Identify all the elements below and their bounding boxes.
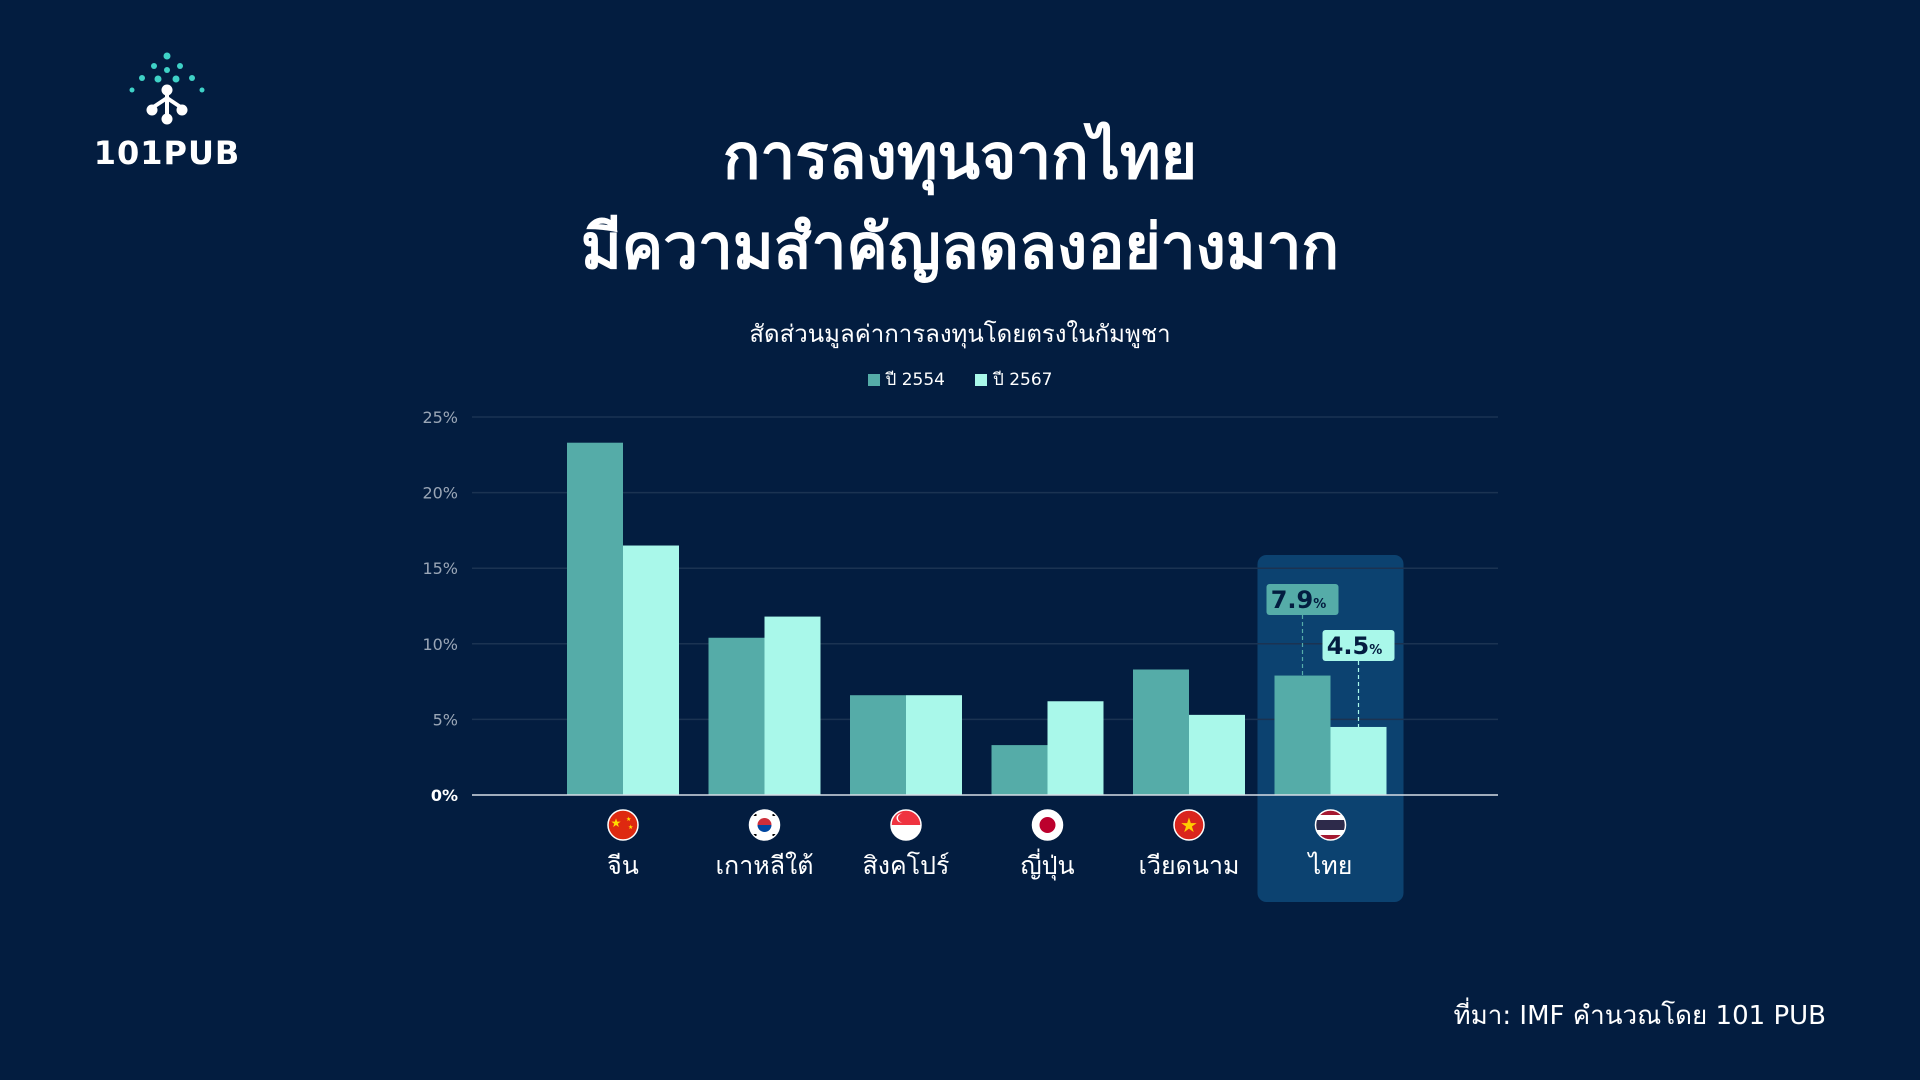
bar-0-4 <box>1133 669 1189 795</box>
y-tick-label-0: 0% <box>431 786 458 805</box>
legend-swatch-2567 <box>975 373 987 386</box>
x-tick-label-0: จีน <box>607 851 639 880</box>
bar-1-4 <box>1189 714 1245 795</box>
bar-1-5 <box>1330 726 1387 795</box>
annotation-value-1: 4.5% <box>1327 632 1383 660</box>
x-tick-label-3: ญี่ปุ่น <box>1020 848 1074 881</box>
y-tick-label-10: 10% <box>422 635 458 654</box>
annotation-box-0 <box>1266 584 1339 615</box>
chart-legend: ปี 2554 ปี 2567 <box>0 366 1920 393</box>
x-tick-label-5: ไทย <box>1307 851 1353 880</box>
x-tick-label-1: เกาหลีใต้ <box>716 851 814 880</box>
bar-1-1 <box>764 616 821 795</box>
annotation-unit-1: % <box>1369 643 1382 658</box>
svg-text:★: ★ <box>611 816 622 830</box>
legend-label-2554: ปี 2554 <box>885 370 945 390</box>
legend-item-2567: ปี 2567 <box>975 366 1052 393</box>
bar-0-3 <box>991 745 1048 795</box>
y-tick-label-15: 15% <box>422 559 458 578</box>
y-tick-label-20: 20% <box>422 484 458 503</box>
legend-label-2567: ปี 2567 <box>993 370 1053 390</box>
y-tick-label-25: 25% <box>422 408 458 427</box>
annotation-box-1 <box>1322 630 1395 661</box>
south-korea-flag-icon <box>748 809 781 841</box>
bar-0-1 <box>708 637 765 795</box>
network-tree-icon <box>129 52 205 125</box>
svg-text:★: ★ <box>626 816 631 823</box>
annotation-unit-0: % <box>1313 597 1326 612</box>
bar-1-3 <box>1047 701 1104 795</box>
source-note: ที่มา: IMF คำนวณโดย 101 PUB <box>1453 1001 1827 1031</box>
bar-0-2 <box>850 695 906 795</box>
bar-0-5 <box>1274 675 1331 795</box>
thailand-flag-icon <box>1314 809 1347 841</box>
chart-title-line-1: การลงทุนจากไทย <box>722 120 1198 193</box>
y-tick-label-5: 5% <box>433 710 458 729</box>
chart-title-line-2: มีความสำคัญลดลงอย่างมาก <box>580 210 1340 283</box>
singapore-flag-icon <box>890 809 922 841</box>
legend-item-2554: ปี 2554 <box>867 366 945 393</box>
china-flag-icon: ★ ★★ <box>607 809 639 841</box>
bar-0-0 <box>567 442 623 795</box>
chart-title: การลงทุนจากไทย มีความสำคัญลดลงอย่างมาก <box>0 112 1920 292</box>
japan-flag-icon <box>1031 809 1064 841</box>
vietnam-flag-icon: ★ <box>1173 809 1205 841</box>
x-tick-label-4: เวียดนาม <box>1138 851 1239 880</box>
chart-subtitle: สัดส่วนมูลค่าการลงทุนโดยตรงในกัมพูชา <box>749 320 1171 348</box>
svg-text:★: ★ <box>1180 813 1198 837</box>
legend-swatch-2554 <box>867 373 880 386</box>
bar-1-2 <box>906 695 962 795</box>
x-tick-label-2: สิงคโปร์ <box>863 851 950 880</box>
svg-text:★: ★ <box>628 824 633 831</box>
brand-logo: 101PUB <box>92 50 242 175</box>
bar-1-0 <box>623 545 679 795</box>
brand-wordmark: 101PUB <box>93 134 241 172</box>
